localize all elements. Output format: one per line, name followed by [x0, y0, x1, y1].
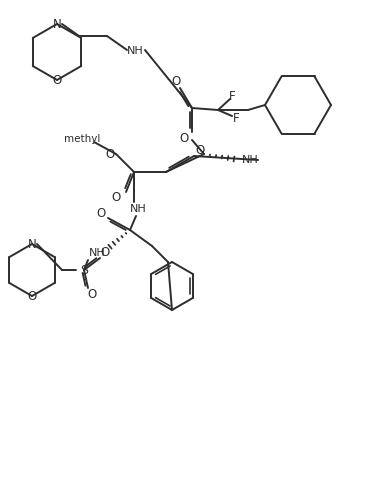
- Text: N: N: [28, 238, 36, 251]
- Text: O: O: [195, 144, 205, 157]
- Text: F: F: [229, 90, 235, 103]
- Text: O: O: [171, 75, 181, 88]
- Text: NH: NH: [242, 155, 259, 165]
- Text: O: O: [27, 289, 37, 303]
- Text: NH: NH: [127, 46, 143, 56]
- Text: O: O: [179, 132, 188, 145]
- Text: F: F: [233, 112, 239, 125]
- Text: S: S: [80, 263, 88, 276]
- Text: O: O: [105, 148, 115, 160]
- Text: O: O: [97, 206, 106, 219]
- Text: methyl: methyl: [64, 134, 100, 144]
- Text: O: O: [87, 288, 97, 301]
- Text: NH: NH: [129, 204, 146, 214]
- Text: N: N: [52, 18, 61, 31]
- Text: NH: NH: [88, 248, 105, 258]
- Text: O: O: [52, 73, 62, 87]
- Text: O: O: [100, 247, 110, 260]
- Text: O: O: [111, 191, 121, 204]
